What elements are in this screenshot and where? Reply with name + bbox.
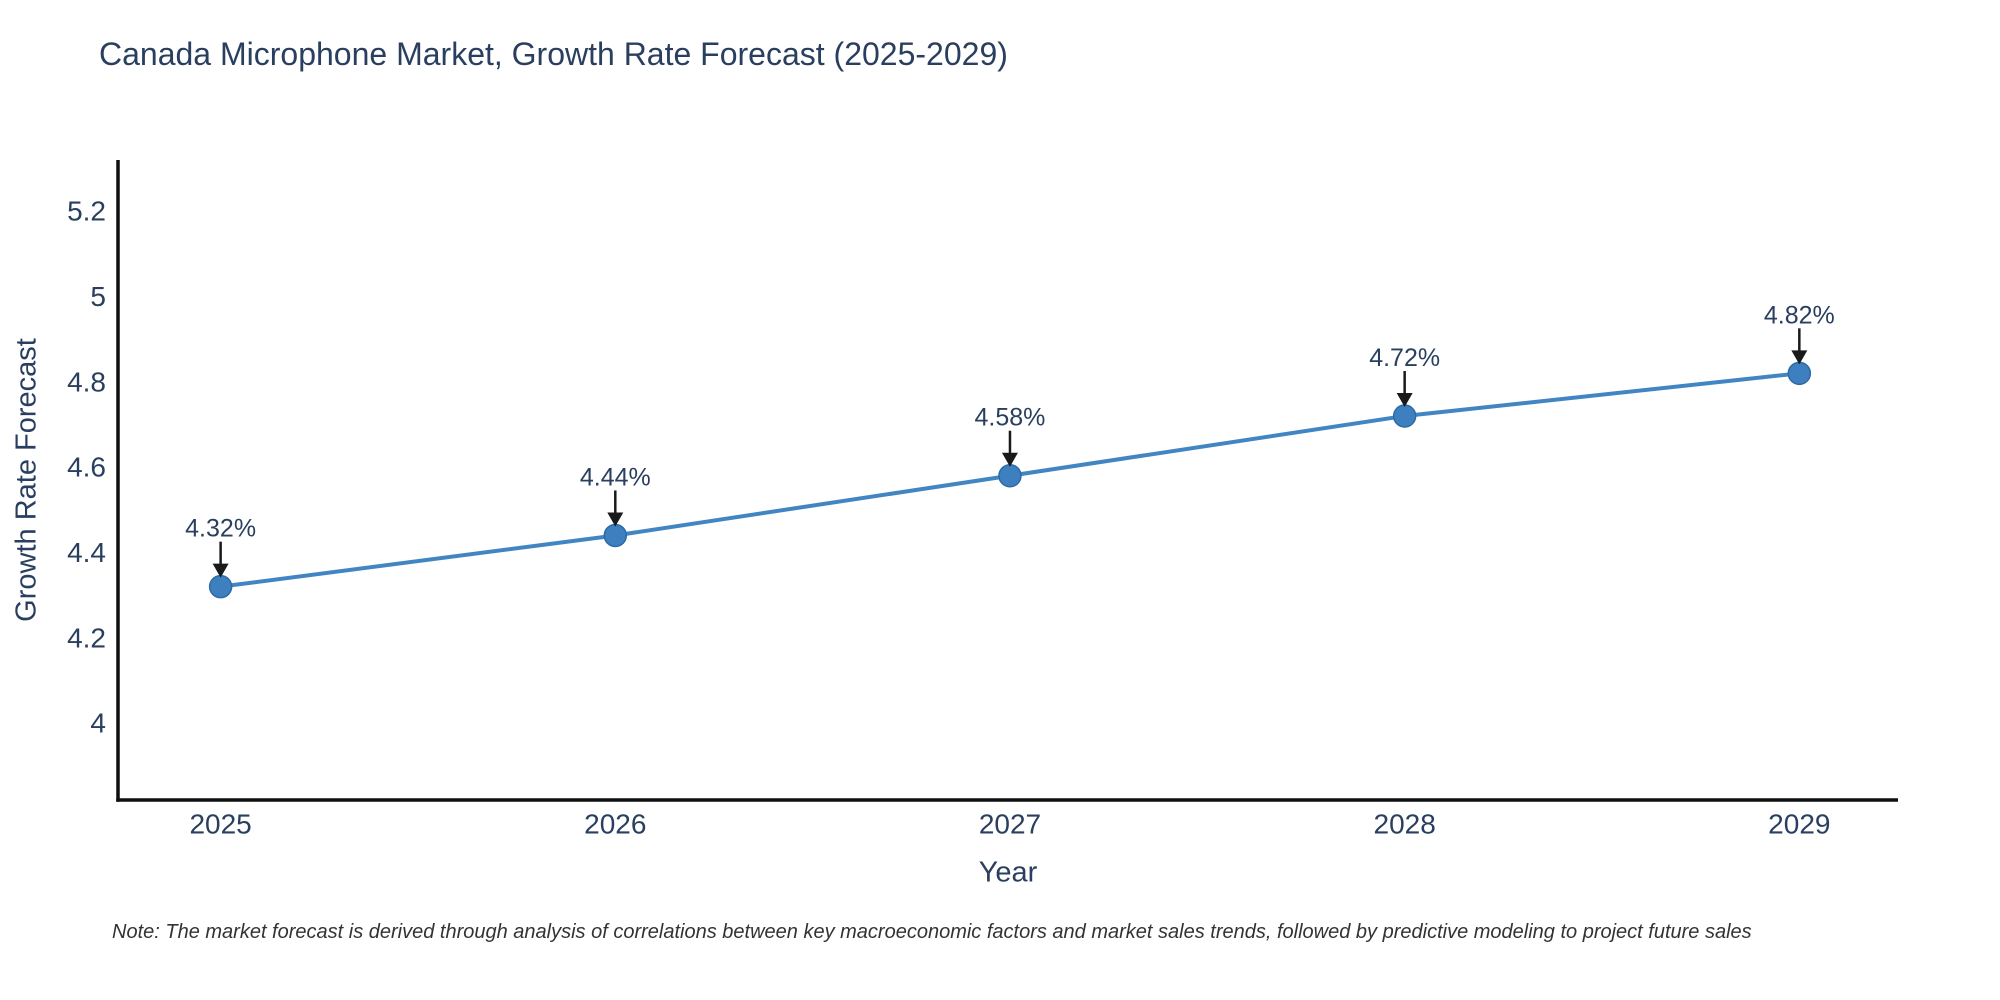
y-tick-label: 4.6 [67, 452, 106, 483]
y-tick-label: 5.2 [67, 196, 106, 227]
point-annotation: 4.82% [1764, 301, 1835, 329]
data-point-marker[interactable] [1392, 404, 1417, 428]
chart-title: Canada Microphone Market, Growth Rate Fo… [99, 36, 1008, 72]
y-tick-label: 4.4 [67, 537, 106, 568]
point-annotation: 4.72% [1369, 344, 1440, 372]
data-point-marker[interactable] [998, 463, 1022, 488]
x-tick-label: 2028 [1374, 809, 1436, 840]
x-axis-title: Year [978, 856, 1038, 889]
point-annotation: 4.32% [185, 515, 256, 543]
annotation-arrowhead-icon [1396, 393, 1413, 407]
y-tick-label: 5 [90, 281, 106, 312]
point-annotation: 4.58% [975, 404, 1046, 432]
data-point-marker[interactable] [603, 523, 628, 548]
y-tick-label: 4.2 [67, 622, 106, 653]
data-point-marker[interactable] [1787, 361, 1812, 386]
annotation-arrowhead-icon [1001, 452, 1018, 467]
annotation-arrowhead-icon [607, 512, 624, 527]
y-tick-label: 4 [90, 708, 106, 739]
annotation-arrowhead-icon [1791, 350, 1808, 365]
data-point-marker[interactable] [208, 574, 233, 599]
y-tick-label: 4.8 [67, 366, 106, 397]
x-tick-label: 2026 [584, 809, 646, 840]
footnote: Note: The market forecast is derived thr… [112, 921, 1752, 943]
y-axis-title: Growth Rate Forecast [10, 338, 43, 622]
x-tick-label: 2029 [1768, 809, 1830, 840]
annotation-arrowhead-icon [212, 563, 229, 578]
x-tick-label: 2025 [189, 809, 251, 840]
x-tick-label: 2027 [979, 809, 1041, 840]
point-annotation: 4.44% [580, 463, 651, 491]
